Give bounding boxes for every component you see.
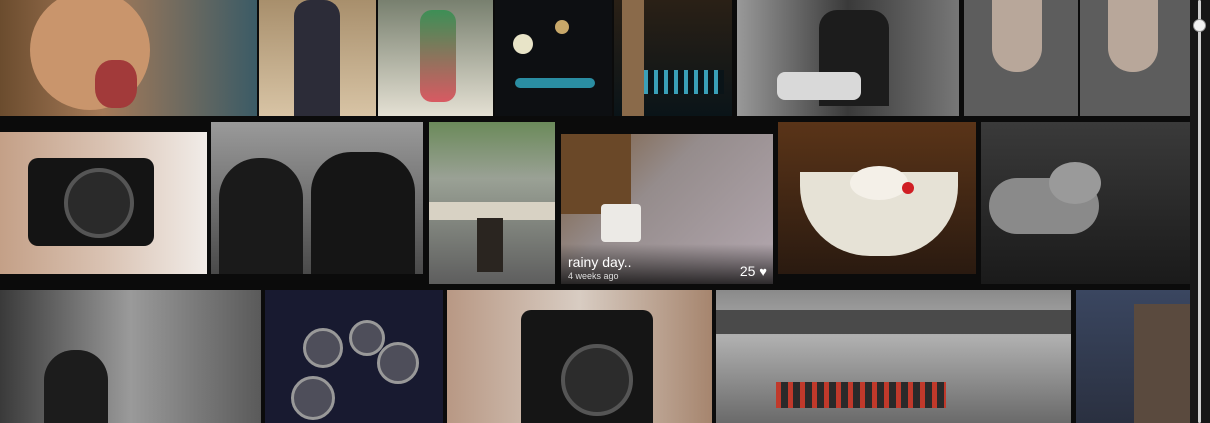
photo-detail: [850, 166, 908, 200]
photo-subject: [219, 158, 303, 274]
photo-detail: [902, 182, 914, 194]
photo-tile-woman-floral-dress[interactable]: [378, 0, 493, 116]
photo-tile-cat-lying-bw[interactable]: [981, 122, 1190, 284]
photo-tile-ice-cream-sundae[interactable]: [778, 122, 976, 274]
photo-subject: [311, 152, 415, 274]
photo-tile-cat-sitting-left[interactable]: [964, 0, 1078, 116]
photo-tile-couple-portrait-bw[interactable]: [211, 122, 423, 274]
photo-detail: [716, 310, 1071, 334]
photo-tile-woman-seated-bw[interactable]: [737, 0, 959, 116]
like-button[interactable]: 25 ♥: [740, 263, 767, 279]
photo-tile-child-tongue[interactable]: [0, 0, 257, 116]
photo-detail: [601, 204, 641, 242]
photo-detail: [777, 72, 861, 100]
scrollbar-thumb[interactable]: [1193, 19, 1206, 32]
photo-subject: [294, 0, 340, 116]
photo-subject: [420, 10, 456, 102]
photo-timestamp: 4 weeks ago: [568, 271, 619, 281]
photo-subject: [1049, 162, 1101, 204]
photo-subject: [44, 350, 108, 423]
photo-tile-chair-courtyard[interactable]: [429, 122, 555, 284]
photo-detail: [95, 60, 137, 108]
photo-tile-night-bokeh[interactable]: [495, 0, 612, 116]
photo-tile-field-event[interactable]: [716, 290, 1071, 423]
photo-detail: [1134, 304, 1190, 423]
like-count: 25: [739, 263, 756, 279]
photo-detail: [561, 344, 633, 416]
photo-detail: [291, 376, 335, 420]
photo-tile-woman-dark-jumpsuit[interactable]: [259, 0, 376, 116]
photo-detail: [555, 20, 569, 34]
photo-detail: [776, 382, 946, 408]
photo-detail: [622, 0, 644, 116]
photo-detail: [477, 218, 503, 272]
photo-detail: [349, 320, 385, 356]
photo-detail: [513, 34, 533, 54]
photo-title: rainy day..: [568, 254, 632, 270]
photo-tile-camera-lenses[interactable]: [265, 290, 443, 423]
photo-tile-rainy-day[interactable]: rainy day.. 4 weeks ago 25 ♥: [561, 134, 773, 284]
photo-detail: [429, 202, 555, 220]
photo-tile-street-blur[interactable]: [0, 290, 261, 423]
photo-detail: [515, 78, 595, 88]
photo-detail: [377, 342, 419, 384]
photo-detail: [644, 70, 724, 94]
scrollbar-track[interactable]: [1198, 0, 1201, 423]
heart-icon: ♥: [759, 264, 767, 279]
photo-tile-nikon-camera-closeup[interactable]: [447, 290, 712, 423]
photo-tile-nikon-camera-portrait[interactable]: [0, 132, 207, 274]
photo-tile-building-dusk[interactable]: [1076, 290, 1190, 423]
photo-tile-river-night[interactable]: [614, 0, 732, 116]
photo-subject: [992, 0, 1042, 72]
photo-detail: [64, 168, 134, 238]
vertical-scrollbar[interactable]: [1190, 0, 1210, 423]
photo-subject: [1108, 0, 1158, 72]
photo-detail: [561, 134, 631, 214]
photo-detail: [303, 328, 343, 368]
photo-tile-cat-sitting-right[interactable]: [1080, 0, 1190, 116]
photo-caption: rainy day.. 4 weeks ago 25 ♥: [561, 244, 773, 284]
